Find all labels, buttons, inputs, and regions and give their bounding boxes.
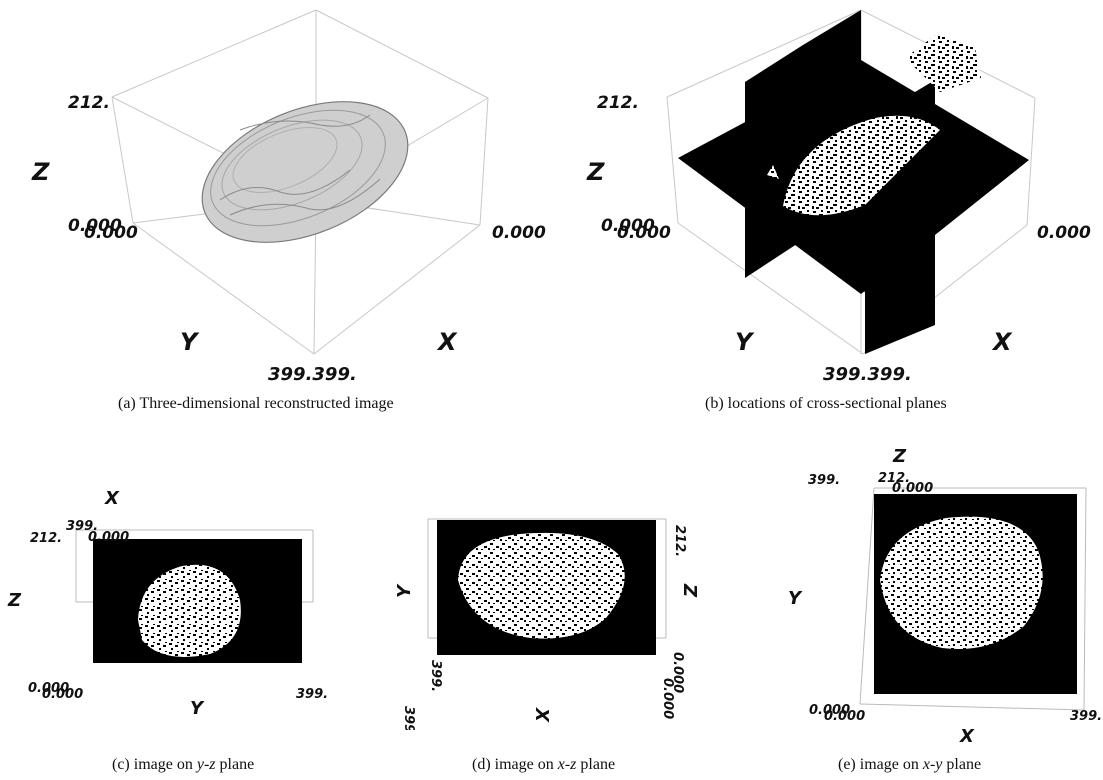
x-origin-tick: 0.000: [492, 223, 546, 243]
caption-b: (b) locations of cross-sectional planes: [705, 395, 947, 412]
y-axis-label: Y: [735, 328, 755, 356]
panel-e-xy-plane: Z 399. 212. 0.000 Y 0.000 0.000 399. X: [788, 446, 1102, 747]
x-axis-label: X: [991, 328, 1013, 356]
caption-e-plane: x-y: [922, 756, 943, 773]
bottom-axis-label: X: [959, 726, 975, 747]
z-max-tick: 212.: [597, 93, 639, 113]
section-texture: [880, 516, 1043, 650]
origin-tick-b: 0.000: [660, 678, 675, 719]
caption-a: (a) Three-dimensional reconstructed imag…: [118, 395, 394, 412]
caption-e: (e) image on x-y plane: [838, 756, 981, 774]
y-min-tick: 399.: [401, 706, 416, 730]
caption-c-plane: y-z: [196, 756, 216, 773]
left-axis-label: Y: [394, 583, 415, 598]
caption-c: (c) image on y-z plane: [112, 756, 254, 774]
y-axis-label: Y: [180, 328, 200, 356]
corner-ticks: 399.399.: [823, 364, 912, 385]
origin-tick-a: 0.000: [68, 216, 122, 236]
bottom-axis-label: Y: [190, 698, 205, 719]
x-max-tick: 399.: [1070, 709, 1102, 724]
caption-d: (d) image on x-z plane: [472, 756, 615, 774]
top-axis-label: X: [104, 488, 120, 509]
caption-d-suffix: plane: [576, 756, 616, 773]
reconstructed-object: [201, 101, 409, 243]
left-axis-label: Y: [788, 588, 803, 609]
x-axis-label: X: [436, 328, 458, 356]
origin-tick-b: 0.000: [824, 709, 865, 724]
y-max-tick: 399.: [296, 687, 328, 702]
y-max-tick: 399.: [808, 473, 840, 488]
section-texture: [767, 34, 981, 216]
panel-c-yz-plane: X 399. 212. 0.000 Z 0.000 0.000 399. Y: [7, 488, 328, 719]
corner-ticks: 399.399.: [268, 364, 357, 385]
origin-tick-a: 0.000: [809, 703, 850, 718]
z-max-tick: 212.: [30, 531, 62, 546]
origin-tick-a: 0.000: [601, 216, 655, 236]
origin-tick-b: 0.000: [84, 223, 138, 243]
caption-d-plane: x-z: [557, 756, 577, 773]
z-max-tick: 212.: [68, 93, 110, 113]
section-texture: [458, 532, 625, 639]
x-origin-tick: 0.000: [1037, 223, 1091, 243]
x-min-tick: 0.000: [88, 530, 129, 545]
y-max-tick: 399.: [428, 660, 443, 692]
origin-tick-b: 0.000: [617, 223, 671, 243]
section-texture: [138, 564, 241, 657]
panel-a-3d-reconstruction: 212. Z 0.000 0.000 0.000 Y X 399.399.: [31, 9, 546, 385]
z-max-tick: 212.: [878, 471, 910, 486]
z-max-tick: 212.: [672, 525, 687, 557]
z-axis-label: Z: [586, 158, 605, 186]
caption-d-prefix: (d) image on: [472, 756, 558, 773]
x-max-tick: 399.: [66, 519, 98, 534]
frame: [859, 487, 1087, 711]
right-axis-label: Z: [679, 583, 700, 598]
z-min-tick: 0.000: [892, 481, 933, 496]
left-axis-label: Z: [7, 590, 22, 611]
bottom-axis-label: X: [531, 707, 552, 723]
panel-b-cross-sections: 212. Z 0.000 0.000 0.000 Y X 399.399.: [586, 9, 1091, 385]
caption-c-suffix: plane: [215, 756, 255, 773]
z-axis-label: Z: [31, 158, 50, 186]
caption-c-prefix: (c) image on: [112, 756, 197, 773]
origin-tick-a: 0.000: [670, 652, 685, 693]
caption-e-suffix: plane: [942, 756, 982, 773]
origin-tick-b: 0.000: [42, 687, 83, 702]
caption-e-prefix: (e) image on: [838, 756, 923, 773]
origin-tick-a: 0.000: [28, 681, 69, 696]
panel-d-xz-plane: Y 399. 399. 212. Z 0.000 0.000 X: [394, 518, 700, 730]
top-axis-label: Z: [892, 446, 907, 467]
